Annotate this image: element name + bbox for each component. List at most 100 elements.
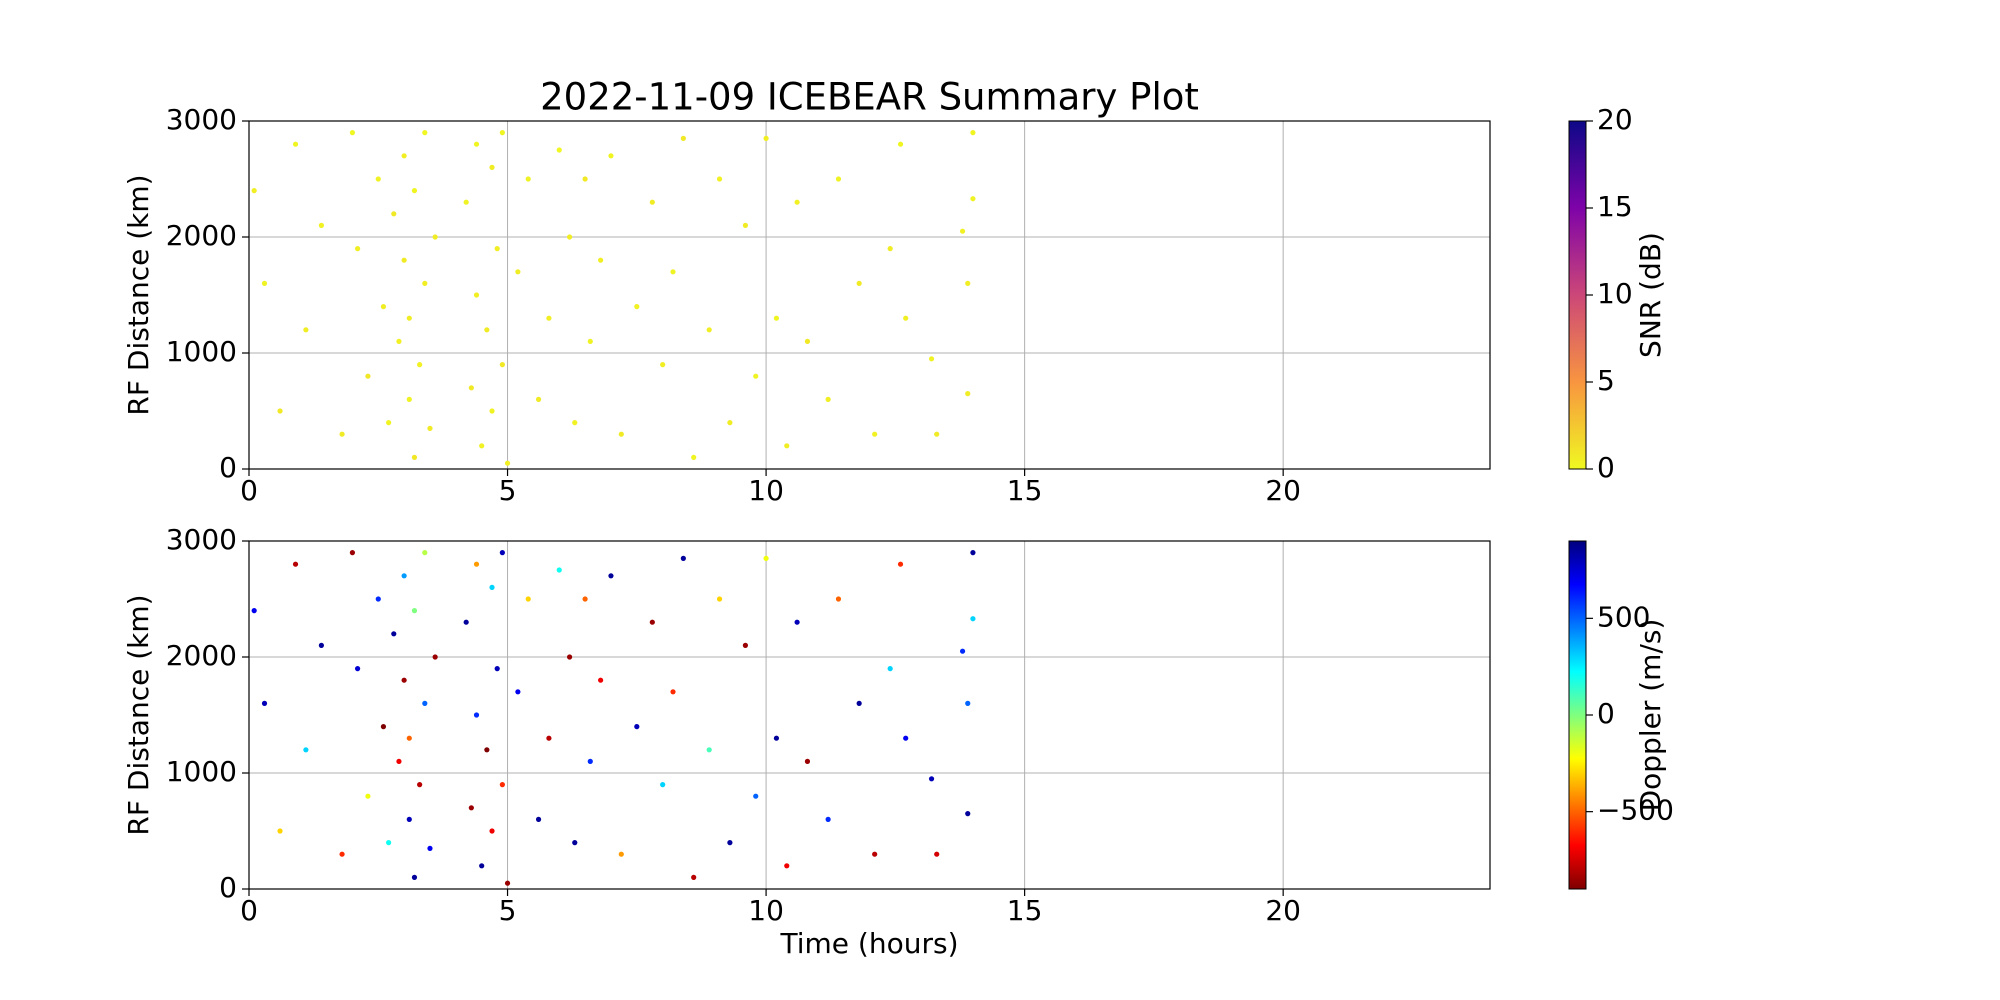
data-point — [804, 338, 811, 344]
data-point — [835, 176, 842, 182]
data-point — [489, 584, 495, 591]
data-point — [261, 700, 268, 707]
colorbar — [1568, 120, 1587, 470]
data-point — [318, 642, 324, 649]
data-point — [406, 315, 412, 321]
data-point — [587, 758, 593, 765]
colorbar-label: SNR (dB) — [1634, 232, 1667, 358]
data-point — [504, 460, 511, 466]
data-point — [484, 747, 490, 753]
data-point — [515, 689, 521, 695]
data-point — [784, 863, 790, 869]
colorbar-tick-label: 10 — [1597, 277, 1633, 310]
data-point — [934, 431, 940, 437]
colorbar-tick-label: 5 — [1597, 364, 1615, 397]
x-tick-label: 5 — [499, 474, 517, 507]
data-point — [670, 269, 676, 275]
x-tick-label: 0 — [240, 894, 258, 927]
data-point — [835, 596, 842, 602]
y-tick-label: 2000 — [166, 639, 237, 672]
data-point — [401, 153, 407, 159]
data-point — [375, 176, 381, 182]
chart-title: 2022-11-09 ICEBEAR Summary Plot — [540, 76, 1199, 119]
data-point — [303, 327, 309, 333]
data-point — [494, 246, 500, 252]
data-point — [546, 735, 552, 741]
data-point — [598, 257, 604, 263]
data-point — [634, 724, 640, 730]
data-point — [354, 666, 361, 672]
data-point — [339, 431, 345, 437]
data-point — [566, 654, 573, 660]
data-point — [411, 188, 418, 194]
data-point — [897, 141, 904, 147]
data-point — [468, 385, 474, 391]
data-point — [784, 443, 790, 449]
data-point — [406, 735, 412, 741]
data-point — [406, 396, 412, 402]
data-point — [546, 315, 552, 321]
data-point — [691, 874, 697, 881]
data-point — [872, 851, 878, 857]
data-point — [422, 130, 428, 136]
data-point — [706, 747, 712, 753]
data-point — [499, 362, 505, 368]
data-point — [499, 782, 505, 788]
colorbar-label: Doppler (m/s) — [1634, 619, 1667, 812]
data-point — [959, 228, 966, 234]
data-point — [391, 631, 397, 637]
data-point — [401, 677, 407, 683]
data-point — [928, 356, 935, 362]
data-point — [934, 851, 940, 857]
data-point — [825, 396, 831, 402]
x-tick-label: 10 — [748, 894, 784, 927]
data-point — [660, 362, 666, 368]
y-tick-label: 2000 — [166, 219, 237, 252]
data-point — [608, 573, 614, 579]
data-point — [380, 304, 387, 310]
data-point — [473, 292, 480, 298]
colorbar-tick-label: −500 — [1597, 794, 1674, 827]
data-point — [887, 666, 893, 672]
data-point — [965, 280, 971, 286]
data-point — [349, 130, 356, 136]
data-point — [618, 431, 624, 437]
data-point — [411, 608, 418, 614]
data-point — [970, 130, 976, 136]
data-point — [753, 373, 759, 379]
data-point — [406, 816, 412, 823]
data-point — [401, 257, 407, 263]
data-point — [556, 567, 562, 573]
x-axis-label: Time (hours) — [780, 927, 959, 960]
data-point — [582, 596, 588, 602]
data-point — [365, 373, 371, 379]
data-point — [251, 188, 257, 194]
data-point — [608, 153, 614, 159]
data-point — [417, 782, 423, 788]
data-point — [494, 666, 500, 672]
data-point — [396, 338, 402, 344]
data-point — [468, 805, 474, 811]
data-point — [753, 793, 759, 799]
data-point — [598, 677, 604, 683]
data-point — [727, 840, 733, 846]
data-point — [422, 280, 428, 286]
data-point — [422, 550, 428, 556]
data-point — [727, 420, 733, 426]
data-point — [365, 793, 371, 799]
data-point — [251, 608, 257, 614]
data-point — [473, 561, 480, 567]
data-point — [473, 141, 480, 147]
x-tick-label: 15 — [1007, 474, 1043, 507]
y-tick-label: 1000 — [166, 335, 237, 368]
colorbar — [1568, 540, 1587, 890]
data-point — [339, 851, 345, 857]
data-point — [484, 327, 490, 333]
data-point — [535, 396, 542, 402]
data-point — [825, 816, 831, 823]
data-point — [928, 776, 935, 782]
y-tick-label: 3000 — [166, 523, 237, 556]
data-point — [794, 199, 800, 205]
data-point — [763, 135, 769, 141]
data-point — [489, 164, 495, 170]
